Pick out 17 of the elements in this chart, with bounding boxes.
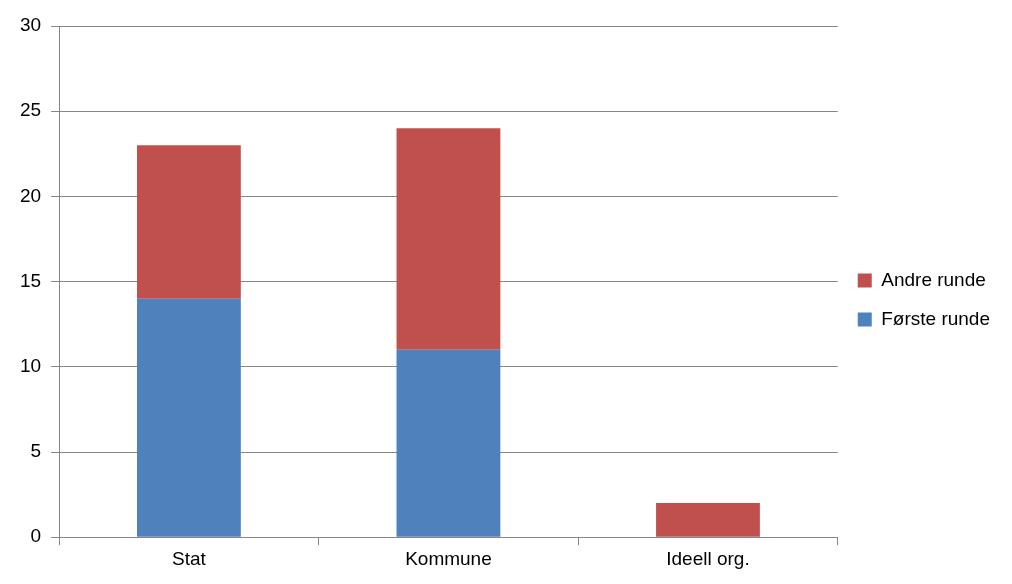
y-tick-label: 15	[19, 269, 42, 291]
y-tick-label: 5	[30, 440, 42, 462]
bar	[137, 145, 241, 299]
y-tick-label: 20	[19, 184, 42, 206]
x-tick-label: Ideell org.	[666, 547, 750, 569]
y-tick-label: 30	[19, 14, 42, 36]
bar	[137, 298, 241, 537]
bar	[656, 503, 760, 537]
x-tick-label: Stat	[172, 547, 207, 569]
bar	[396, 349, 501, 537]
y-tick-label: 25	[19, 99, 42, 121]
x-tick-label: Kommune	[405, 547, 492, 569]
y-tick-label: 10	[19, 355, 42, 377]
bar	[396, 128, 501, 350]
legend-label: Første runde	[881, 307, 991, 329]
y-tick-label: 0	[30, 525, 42, 547]
legend-label: Andre runde	[881, 268, 986, 290]
